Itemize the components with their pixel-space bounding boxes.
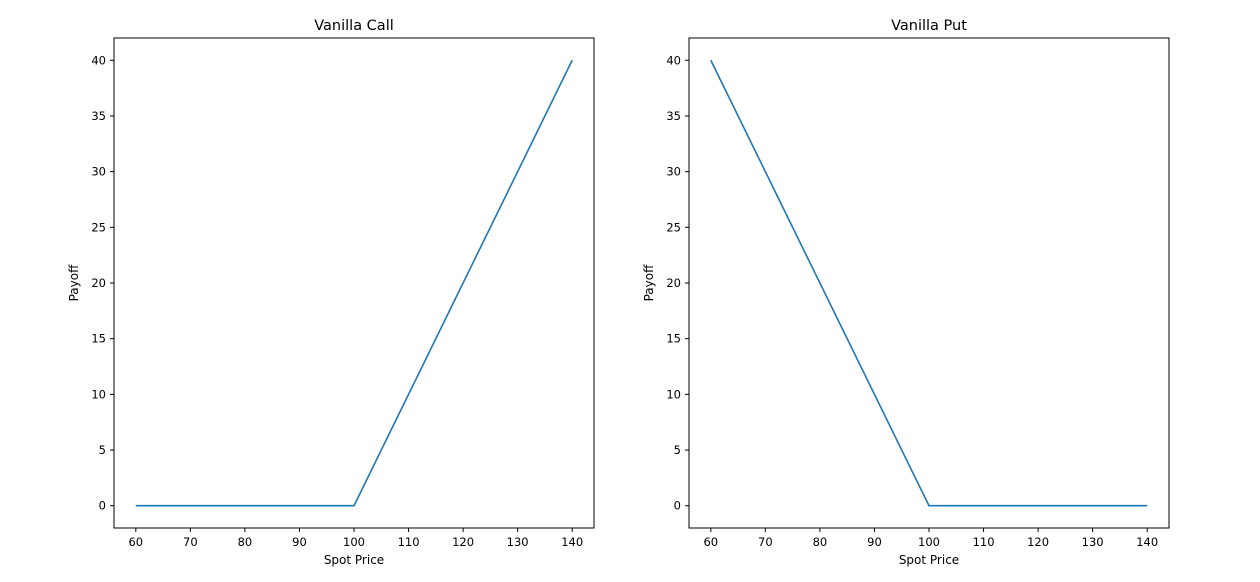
x-tick-label: 80	[813, 535, 828, 549]
y-tick-label: 35	[91, 109, 106, 123]
x-tick-label: 140	[1136, 535, 1158, 549]
y-tick-label: 0	[99, 499, 106, 513]
y-tick-label: 25	[666, 220, 681, 234]
series-line	[135, 59, 573, 507]
y-tick-label: 20	[91, 276, 106, 290]
y-tick-label: 40	[666, 53, 681, 67]
y-tick-label: 25	[91, 220, 106, 234]
x-axis-label: Spot Price	[899, 553, 959, 567]
y-tick-label: 15	[666, 332, 681, 346]
x-tick-label: 120	[452, 535, 474, 549]
y-axis-label: Payoff	[67, 264, 81, 301]
y-tick-label: 30	[91, 165, 106, 179]
y-tick-label: 40	[91, 53, 106, 67]
x-tick-label: 100	[343, 535, 365, 549]
x-tick-label: 70	[758, 535, 773, 549]
y-tick-label: 30	[666, 165, 681, 179]
x-tick-label: 90	[292, 535, 307, 549]
x-axis-label: Spot Price	[324, 553, 384, 567]
y-tick-label: 35	[666, 109, 681, 123]
x-tick-label: 90	[867, 535, 882, 549]
plot-frame	[113, 37, 595, 529]
y-tick-label: 15	[91, 332, 106, 346]
plot-frame	[688, 37, 1170, 529]
chart-panel-2: 60 70 80 90 100 110 120 130 140 0 5 10 15 20 25 30 35 40 V…	[642, 18, 1170, 567]
x-tick-label: 140	[561, 535, 583, 549]
x-tick-label: 130	[507, 535, 529, 549]
y-tick-label: 20	[666, 276, 681, 290]
x-tick-label: 130	[1082, 535, 1104, 549]
x-tick-label: 100	[918, 535, 940, 549]
chart-title: Vanilla Put	[891, 18, 967, 34]
x-tick-label: 70	[183, 535, 198, 549]
y-tick-label: 5	[674, 443, 681, 457]
y-tick-label: 10	[91, 387, 106, 401]
series-line	[710, 59, 1148, 507]
x-tick-label: 110	[398, 535, 420, 549]
y-axis-label: Payoff	[642, 264, 656, 301]
y-tick-label: 0	[674, 499, 681, 513]
x-tick-label: 60	[703, 535, 718, 549]
chart-panel-1: 60 70 80 90 100 110 120 130 140 0 5 10 15 20 25 30 35 40 V…	[67, 18, 595, 567]
chart-title: Vanilla Call	[314, 18, 394, 34]
y-tick-label: 10	[666, 387, 681, 401]
x-tick-label: 60	[128, 535, 143, 549]
x-tick-label: 110	[973, 535, 995, 549]
y-tick-label: 5	[99, 443, 106, 457]
x-tick-label: 80	[238, 535, 253, 549]
x-tick-label: 120	[1027, 535, 1049, 549]
